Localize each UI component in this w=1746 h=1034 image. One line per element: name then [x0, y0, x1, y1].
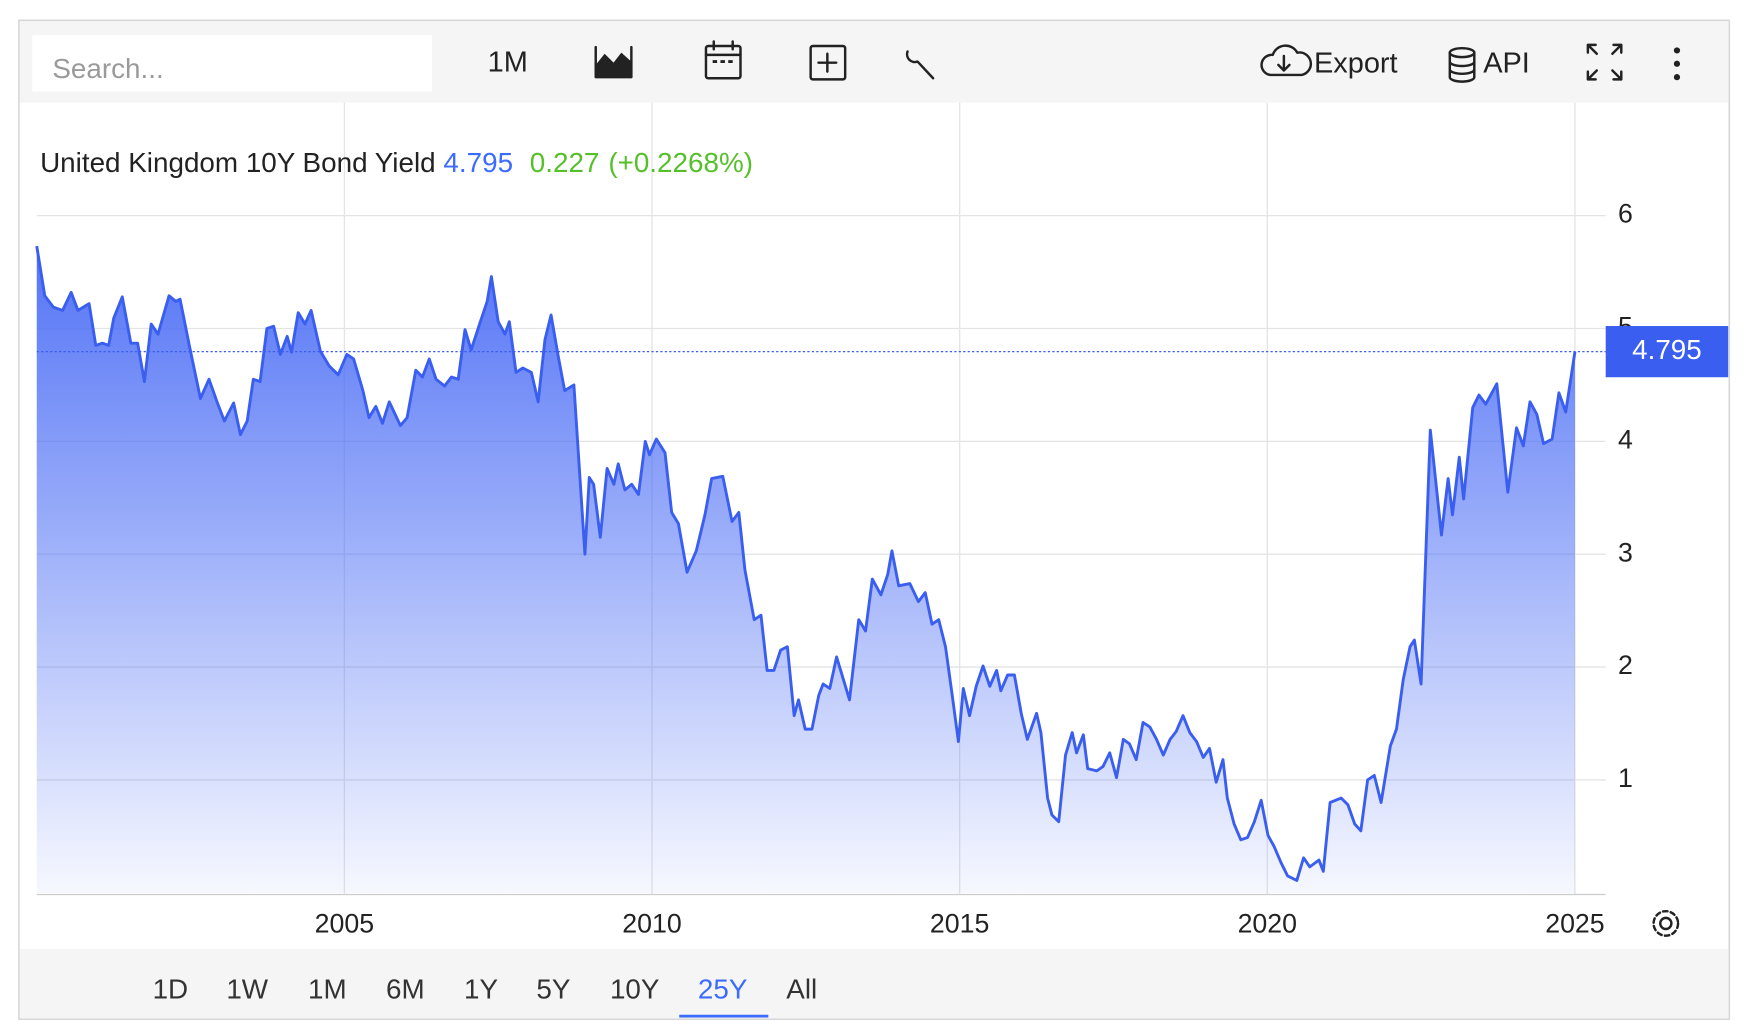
- api-button[interactable]: API: [1448, 46, 1530, 83]
- search-placeholder[interactable]: Search...: [52, 53, 163, 84]
- x-tick-label: 2020: [1238, 909, 1297, 939]
- last-value: 4.795: [443, 147, 513, 178]
- range-button[interactable]: 25Y: [698, 974, 748, 1005]
- calendar-icon[interactable]: [704, 40, 742, 80]
- range-button[interactable]: 6M: [386, 974, 425, 1005]
- chart-title: United Kingdom 10Y Bond Yield: [40, 147, 436, 178]
- last-value-label: 4.795: [1632, 334, 1702, 365]
- range-button[interactable]: 1D: [153, 974, 189, 1005]
- chart-settings-icon[interactable]: [1652, 909, 1680, 937]
- range-bar: [20, 949, 1729, 1019]
- api-label[interactable]: API: [1483, 48, 1530, 80]
- y-tick-label: 2: [1618, 650, 1633, 680]
- more-menu[interactable]: [1673, 47, 1681, 81]
- range-button[interactable]: 5Y: [536, 974, 570, 1005]
- range-buttons: 1D 1W 1M 6M 1Y 5Y 10Y 25Y All: [153, 974, 817, 1018]
- search-box[interactable]: [32, 34, 433, 92]
- x-tick-label: 2005: [315, 909, 374, 939]
- export-label[interactable]: Export: [1314, 48, 1398, 80]
- x-tick-label: 2015: [930, 909, 989, 939]
- y-tick-label: 3: [1618, 537, 1633, 567]
- range-button[interactable]: 1W: [226, 974, 268, 1005]
- y-tick-label: 6: [1618, 199, 1633, 229]
- change-percent: (+0.2268%): [608, 147, 753, 178]
- settings-tool-icon[interactable]: [905, 50, 935, 80]
- x-tick-label: 2025: [1545, 909, 1604, 939]
- range-button[interactable]: 10Y: [610, 974, 660, 1005]
- add-indicator-icon[interactable]: [809, 44, 847, 81]
- y-tick-label: 1: [1618, 763, 1633, 793]
- y-tick-label: 4: [1618, 424, 1633, 454]
- last-value-box: [1605, 326, 1729, 378]
- chart-header: United Kingdom 10Y Bond Yield 4.795 0.227 (…: [40, 147, 753, 178]
- change: 0.227: [530, 147, 600, 178]
- chart-type-icon[interactable]: [594, 45, 633, 79]
- range-button[interactable]: All: [786, 974, 817, 1005]
- range-button[interactable]: 1M: [308, 974, 347, 1005]
- active-range-underline: [679, 1014, 769, 1018]
- interval-button[interactable]: 1M: [488, 46, 528, 78]
- range-button[interactable]: 1Y: [464, 974, 498, 1005]
- fullscreen-icon[interactable]: [1586, 43, 1623, 81]
- line: [35, 245, 1577, 882]
- area-fill: [36, 246, 1575, 893]
- export-button[interactable]: Export: [1260, 44, 1398, 80]
- plot-area: 123456200520102015202020254.795: [35, 102, 1729, 939]
- x-tick-label: 2010: [622, 909, 681, 939]
